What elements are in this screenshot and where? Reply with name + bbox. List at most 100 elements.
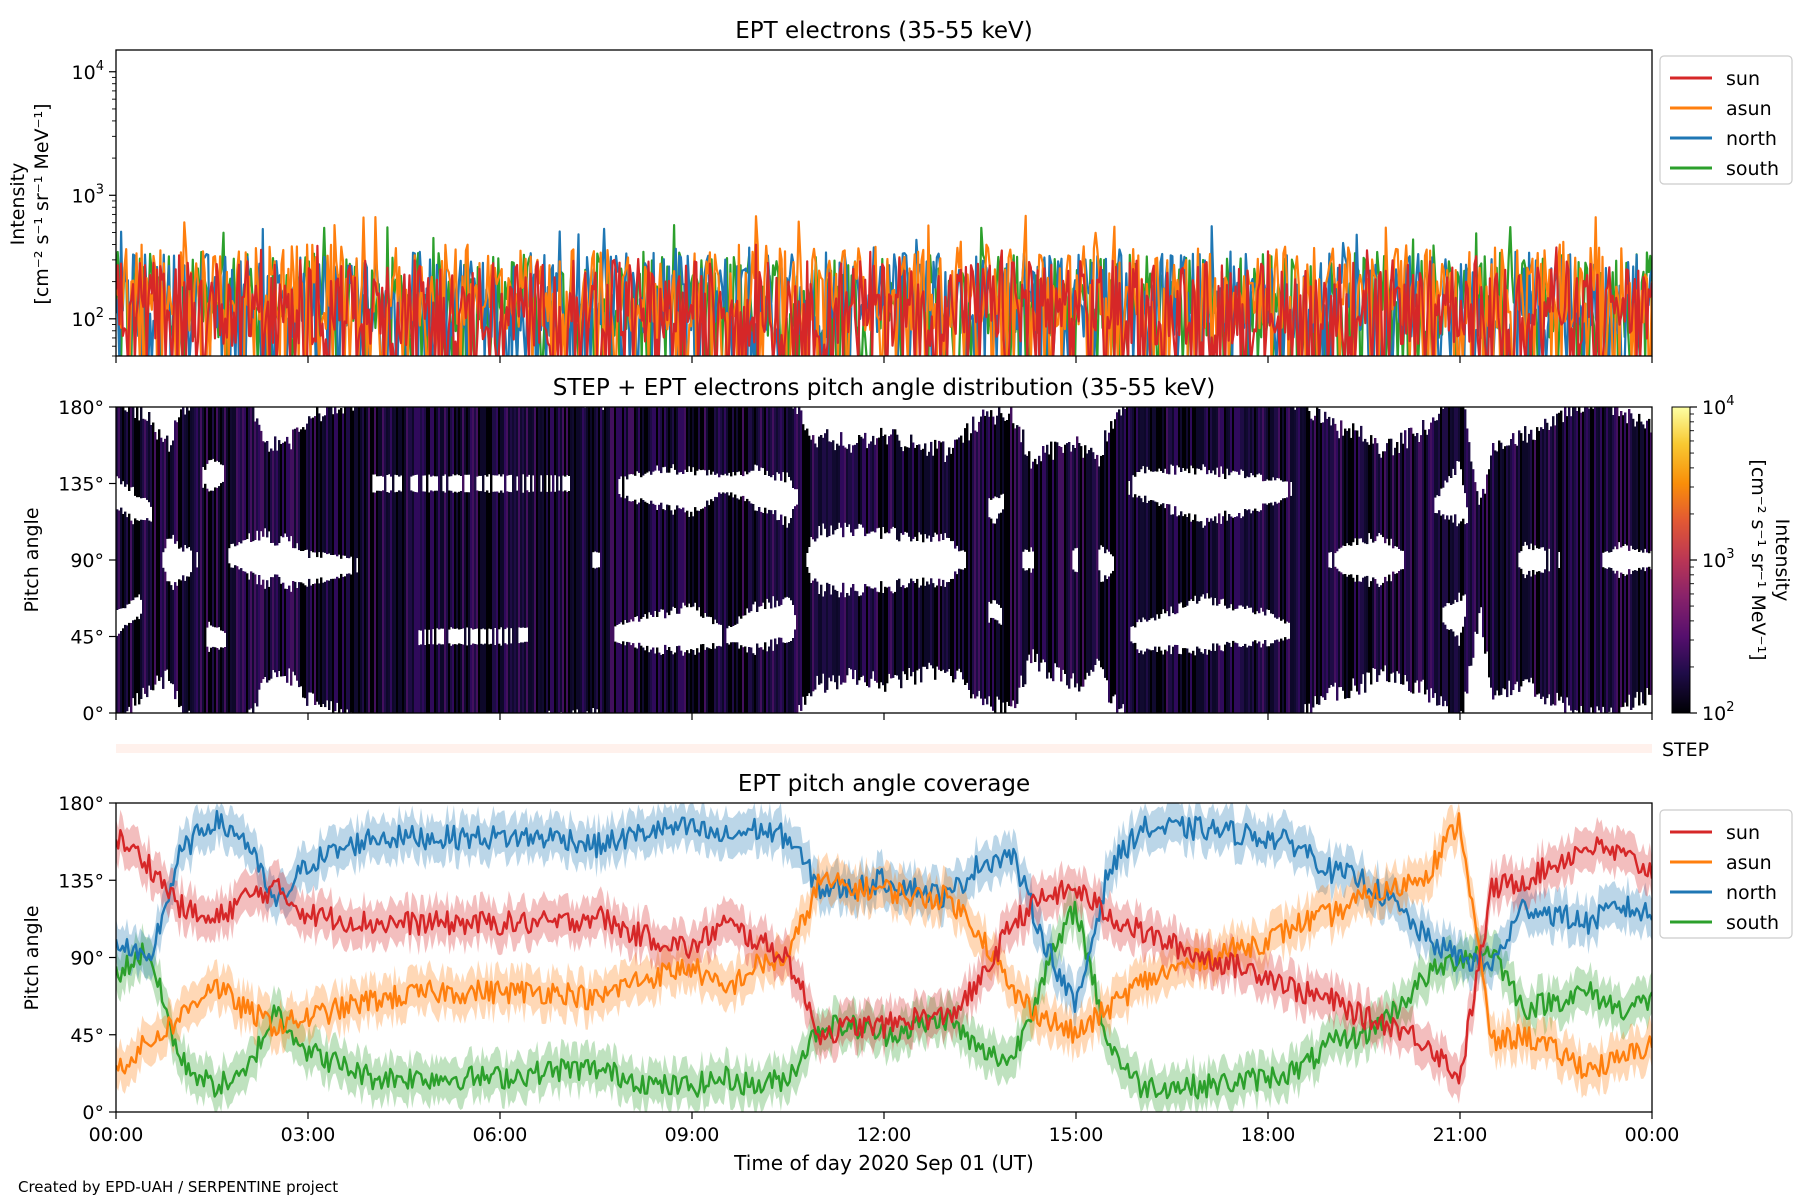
heatmap-cell	[1426, 434, 1429, 690]
heatmap-cell	[958, 437, 961, 552]
heatmap-cell	[586, 407, 589, 712]
heatmap-cell	[1206, 654, 1209, 713]
heatmap-cell	[1150, 407, 1153, 472]
heatmap-cell	[1216, 523, 1219, 606]
heatmap-cell	[1548, 430, 1551, 549]
heatmap-cell	[116, 407, 119, 477]
heatmap-cell	[668, 647, 671, 713]
heatmap-cell	[1204, 649, 1207, 713]
heatmap-cell	[188, 410, 191, 547]
heatmap-cell	[854, 590, 857, 670]
heatmap-cell	[1632, 570, 1635, 708]
heatmap-cell	[1028, 568, 1031, 655]
x-tick-label: 18:00	[1241, 1124, 1296, 1146]
heatmap-cell	[216, 648, 219, 713]
heatmap-cell	[644, 407, 647, 474]
heatmap-cell	[888, 436, 891, 534]
heatmap-cell	[1212, 520, 1215, 606]
heatmap-cell	[376, 407, 379, 477]
heatmap-cell	[356, 407, 359, 559]
heatmap-cell	[1536, 571, 1539, 695]
heatmap-cell	[178, 579, 181, 708]
heatmap-cell	[472, 407, 475, 630]
heatmap-cell	[1258, 407, 1261, 474]
heatmap-cell	[458, 407, 461, 476]
heatmap-cell	[910, 578, 913, 677]
heatmap-cell	[562, 407, 565, 476]
heatmap-cell	[368, 407, 371, 713]
heatmap-cell	[754, 407, 757, 465]
heatmap-cell	[978, 421, 981, 691]
heatmap-cell	[1280, 638, 1283, 713]
heatmap-cell	[1198, 407, 1201, 469]
heatmap-cell	[1316, 407, 1319, 705]
colorbar-tick-label: 104	[1702, 394, 1734, 419]
heatmap-cell	[132, 407, 135, 487]
heatmap-cell	[926, 581, 929, 670]
heatmap-cell	[900, 586, 903, 689]
heatmap-cell	[250, 407, 253, 542]
heatmap-cell	[1146, 503, 1149, 622]
heatmap-cell	[296, 588, 299, 681]
heatmap-cell	[1010, 407, 1013, 707]
heatmap-cell	[882, 436, 885, 527]
heatmap-cell	[684, 407, 687, 470]
heatmap-cell	[632, 407, 635, 475]
heatmap-cell	[1180, 654, 1183, 713]
heatmap-cell	[1186, 407, 1189, 469]
heatmap-cell	[1402, 443, 1405, 551]
heatmap-cell	[166, 435, 169, 539]
heatmap-cell	[1174, 506, 1177, 615]
heatmap-cell	[866, 448, 869, 534]
heatmap-cell	[476, 407, 479, 477]
heatmap-cell	[1562, 422, 1565, 703]
heatmap-cell	[732, 642, 735, 713]
heatmap-cell	[1100, 581, 1103, 668]
heatmap-cell	[1436, 513, 1439, 706]
heatmap-cell	[226, 407, 229, 713]
heatmap-cell	[762, 407, 765, 469]
heatmap-cell	[816, 581, 819, 676]
heatmap-cell	[790, 407, 793, 481]
heatmap-cell	[738, 407, 741, 472]
heatmap-cell	[1632, 418, 1635, 550]
heatmap-cell	[1112, 428, 1115, 557]
heatmap-cell	[764, 642, 767, 713]
heatmap-cell	[324, 415, 327, 553]
heatmap-cell	[270, 448, 273, 543]
heatmap-cell	[1582, 411, 1585, 713]
heatmap-cell	[786, 642, 789, 713]
heatmap-cell	[134, 619, 137, 706]
heatmap-cell	[532, 491, 535, 713]
heatmap-cell	[1424, 429, 1427, 695]
heatmap-cell	[508, 407, 511, 476]
heatmap-cell	[934, 439, 937, 533]
heatmap-cell	[1192, 519, 1195, 601]
heatmap-cell	[660, 654, 663, 713]
heatmap-cell	[1348, 428, 1351, 546]
heatmap-cell	[822, 437, 825, 524]
heatmap-cell	[820, 435, 823, 536]
heatmap-cell	[1282, 407, 1285, 482]
x-tick-label: 00:00	[89, 1124, 144, 1146]
legend-box	[1659, 55, 1793, 185]
heatmap-cell	[746, 498, 749, 609]
heatmap-cell	[1108, 432, 1111, 552]
heatmap-cell	[1166, 407, 1169, 474]
heatmap-cell	[742, 495, 745, 616]
heatmap-cell	[416, 492, 419, 713]
heatmap-cell	[1154, 501, 1157, 621]
heatmap-cell	[184, 414, 187, 545]
heatmap-cell	[614, 407, 617, 627]
legend-label-sun: sun	[1726, 68, 1760, 90]
heatmap-cell	[540, 491, 543, 713]
heatmap-cell	[1290, 407, 1293, 482]
heatmap-cell	[906, 447, 909, 533]
heatmap-cell	[736, 642, 739, 713]
heatmap-cell	[1018, 426, 1021, 688]
heatmap-cell	[1226, 641, 1229, 713]
heatmap-cell	[478, 407, 481, 476]
heatmap-cell	[550, 407, 553, 476]
heatmap-cell	[1376, 443, 1379, 537]
heatmap-cell	[714, 407, 717, 475]
